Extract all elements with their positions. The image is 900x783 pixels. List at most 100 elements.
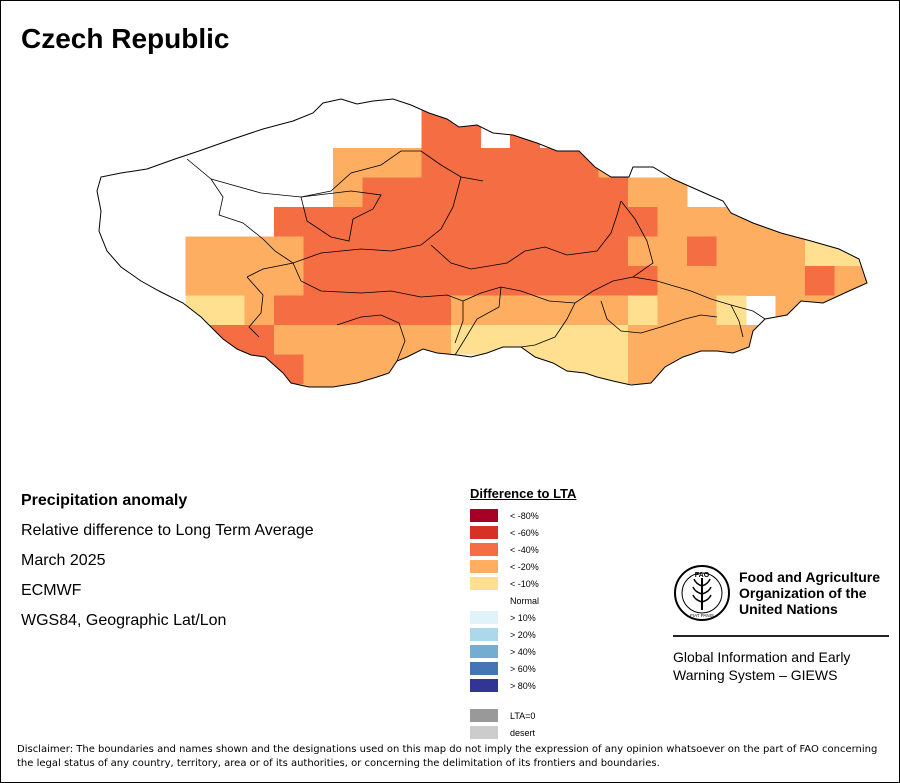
anomaly-cell [569,443,599,451]
anomaly-cell [451,207,481,237]
anomaly-cell [598,354,629,385]
anomaly-cell [451,177,481,208]
legend-label: > 80% [510,680,536,691]
legend-item: > 20% [470,628,536,641]
anomaly-cell [510,207,540,237]
anomaly-cell [569,266,599,296]
anomaly-cell [451,443,481,451]
anomaly-cell [421,354,452,385]
legend-swatch [470,577,498,590]
anomaly-cell [421,207,452,237]
anomaly-cell [539,266,570,296]
anomaly-cell [687,236,717,267]
fao-name-line3: United Nations [739,601,838,617]
anomaly-cell [687,325,717,355]
anomaly-cell [864,266,867,296]
anomaly-cell [303,325,334,355]
legend-item: LTA=0 [470,709,535,722]
anomaly-cell [510,325,540,355]
anomaly-cell [805,325,835,355]
anomaly-cell [451,118,481,149]
anomaly-cell [362,295,393,326]
legend-label: < -10% [510,578,539,589]
anomaly-cell [274,266,304,296]
anomaly-cell [392,266,422,296]
anomaly-cell [599,414,629,444]
anomaly-cell [244,236,275,267]
anomaly-cell [392,414,422,444]
anomaly-cell [657,236,688,267]
anomaly-cell [716,384,747,387]
anomaly-cell [480,354,511,385]
anomaly-cell [274,384,304,387]
anomaly-cell [864,384,867,387]
anomaly-cell [215,295,245,326]
anomaly-cell [716,266,747,296]
legend-item: < -80% [470,509,539,522]
legend-label: Normal [510,595,540,606]
anomaly-cell [834,354,865,385]
anomaly-cell [657,354,688,385]
anomaly-cell [805,354,835,385]
anomaly-cell [510,236,540,267]
legend-item: Normal [470,594,539,607]
fao-logo-icon: FAO FIAT PANIS [674,565,730,621]
anomaly-cell [598,177,629,208]
anomaly-cell [362,177,393,208]
anomaly-cell [333,414,363,444]
anomaly-cell [805,384,835,387]
anomaly-cell [510,384,540,387]
legend-swatch [470,594,498,607]
anomaly-cell [185,236,216,267]
giews-line1: Global Information and Early [673,649,851,665]
anomaly-cell [539,236,570,267]
anomaly-cell [805,414,835,444]
region-boundaries [186,150,766,362]
anomaly-cell [244,295,275,326]
anomaly-cell [480,295,511,326]
anomaly-cell [539,384,570,387]
anomaly-cell [569,295,599,326]
anomaly-cell [422,443,452,451]
anomaly-cell [363,443,393,451]
anomaly-cell [687,354,717,385]
anomaly-cell [657,384,688,387]
anomaly-cell [510,177,540,208]
anomaly-cell [392,325,422,355]
anomaly-cell [746,354,776,385]
anomaly-cell [687,384,717,387]
anomaly-cell [421,99,452,119]
anomaly-cell [716,325,747,355]
legend-item: > 10% [470,611,536,624]
anomaly-cell [716,295,747,326]
anomaly-cell [539,177,570,208]
anomaly-cell [864,443,894,451]
anomaly-cell [716,236,747,267]
anomaly-cell [421,118,452,149]
anomaly-cell [510,148,540,178]
anomaly-cell [775,354,806,385]
anomaly-cell [569,207,599,237]
giews-line2: Warning System – GIEWS [673,667,838,683]
anomaly-cell [392,207,422,237]
anomaly-cell [215,266,245,296]
anomaly-cell [451,236,481,267]
anomaly-cell [569,177,599,208]
anomaly-cell [598,236,629,267]
anomaly-cell [392,236,422,267]
anomaly-cell [628,177,658,208]
anomaly-cell [894,266,900,296]
anomaly-cell [303,354,334,385]
anomaly-cell [480,384,511,387]
legend-label: < -20% [510,561,539,572]
anomaly-cell [480,325,511,355]
anomaly-cell [510,295,540,326]
anomaly-cell [775,236,806,267]
anomaly-cell [716,207,747,237]
legend: Difference to LTA < -80% < -60% < -40% < -2… [470,486,576,739]
anomaly-cell [480,177,511,208]
anomaly-cell [834,325,865,355]
anomaly-cell [244,325,275,355]
anomaly-cell [392,384,422,387]
anomaly-cell [421,236,452,267]
